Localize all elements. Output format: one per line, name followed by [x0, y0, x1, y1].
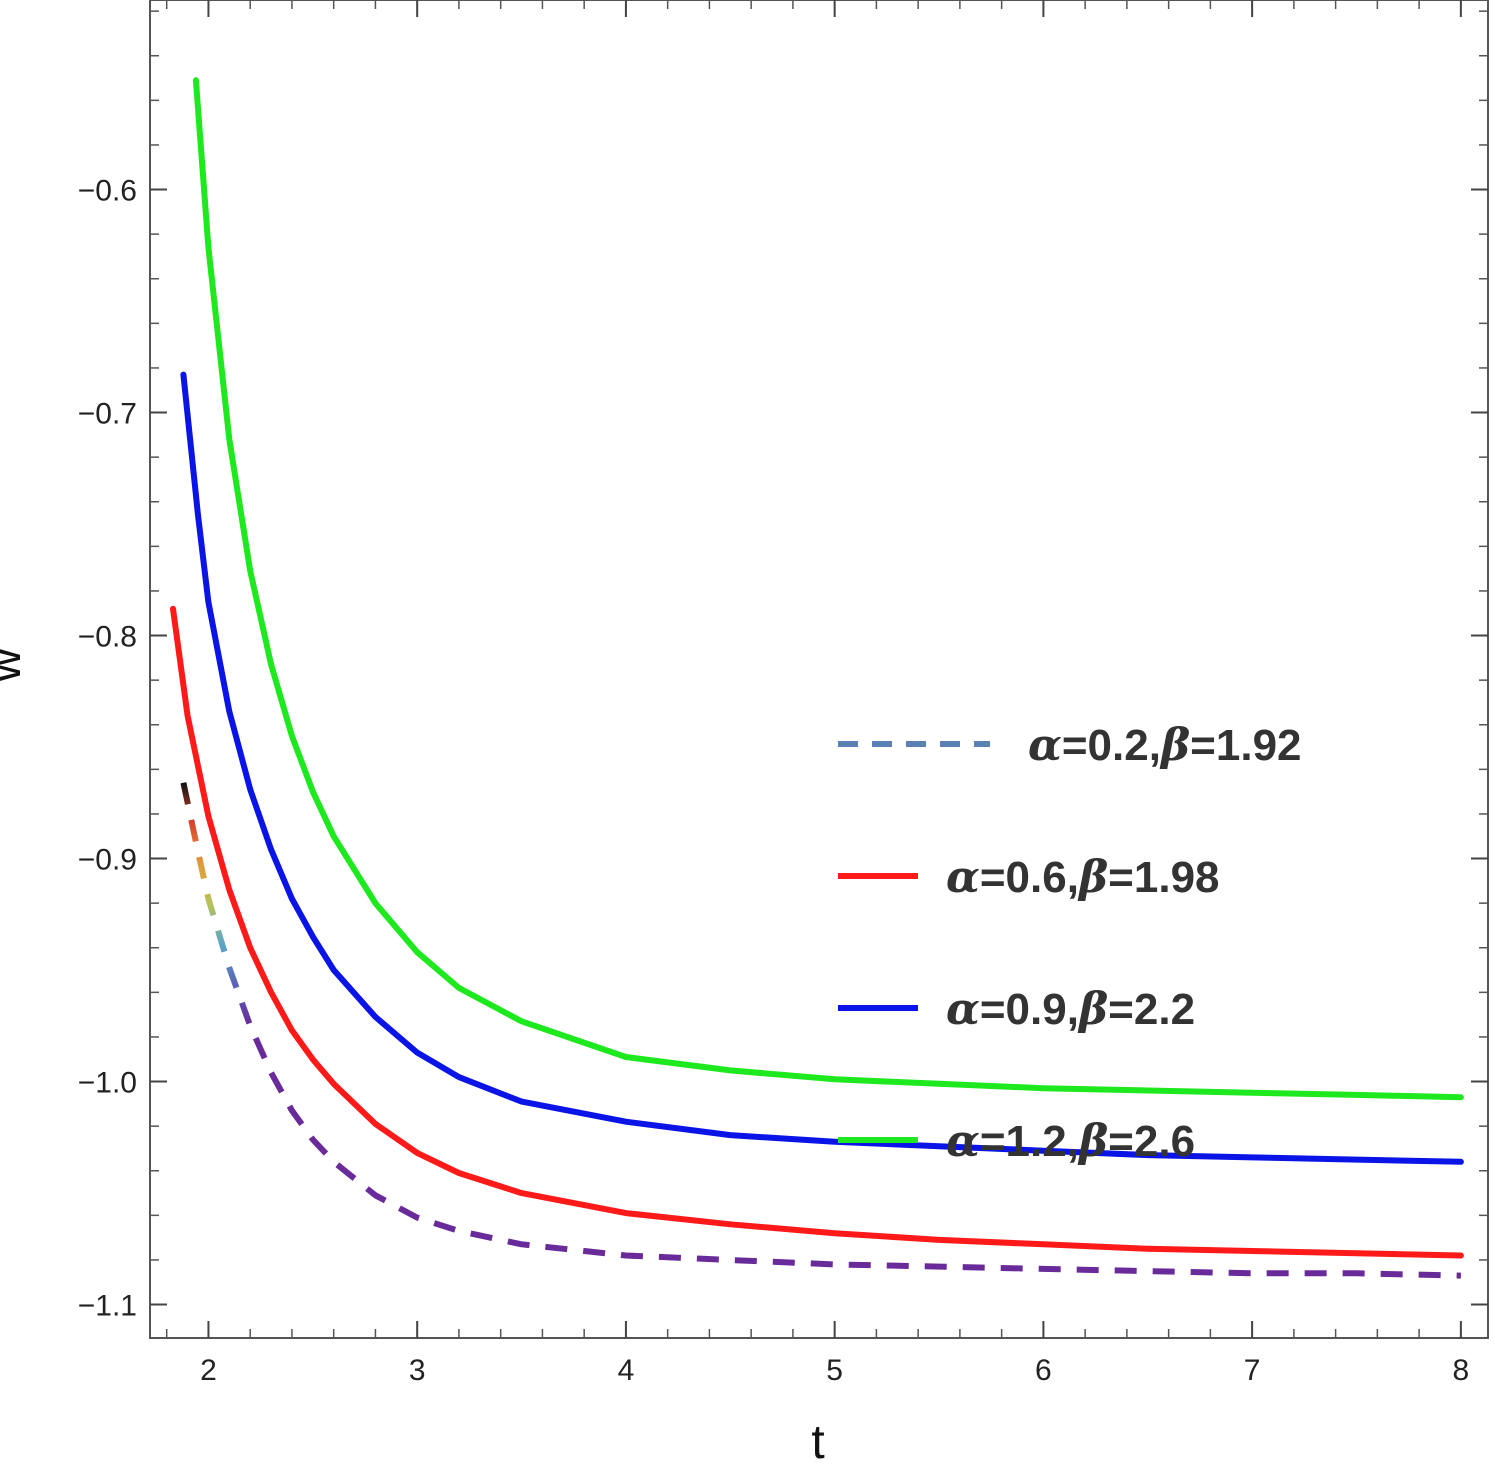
x-tick-labels: 2 3 4 5 6 7 8: [200, 1354, 1469, 1387]
legend-beta-value: =1.98: [1108, 853, 1219, 902]
y-tick-label: −0.6: [78, 175, 137, 208]
legend-beta-value: =2.2: [1108, 985, 1195, 1034]
legend-beta: β: [1077, 852, 1108, 903]
series-group: [170, 77, 1464, 1279]
x-tick-label: 7: [1244, 1354, 1261, 1387]
legend-alpha: α: [946, 1116, 980, 1167]
x-tick-label: 2: [200, 1354, 217, 1387]
x-axis-label: t: [811, 1416, 824, 1469]
legend-alpha-value: =0.6,: [980, 853, 1079, 902]
legend-label-3: α=0.9,β=2.2: [946, 984, 1195, 1035]
series-line-1: [180, 782, 1461, 1279]
major-ticks: [150, 0, 1488, 1338]
y-tick-labels: −0.6 −0.7 −0.8 −0.9 −1.0 −1.1: [78, 175, 137, 1323]
x-tick-label: 8: [1453, 1354, 1470, 1387]
y-tick-label: −0.7: [78, 398, 137, 431]
y-tick-label: −0.9: [78, 844, 137, 877]
y-tick-label: −0.8: [78, 621, 137, 654]
legend-beta: β: [1159, 720, 1190, 771]
legend-alpha-value: =0.2,: [1062, 721, 1161, 770]
x-tick-label: 3: [409, 1354, 426, 1387]
legend-alpha-value: =0.9,: [980, 985, 1079, 1034]
x-tick-label: 4: [618, 1354, 635, 1387]
y-tick-label: −1.1: [78, 1290, 137, 1323]
series-line-4: [192, 77, 1464, 1101]
x-tick-label: 6: [1035, 1354, 1052, 1387]
x-tick-label: 5: [826, 1354, 843, 1387]
plot-frame: [149, 0, 1489, 1339]
legend-label-4: α=1.2,β=2.6: [946, 1116, 1195, 1167]
legend-alpha: α: [946, 852, 980, 903]
legend-alpha-value: =1.2,: [980, 1117, 1079, 1166]
legend-alpha: α: [1028, 720, 1062, 771]
legend-beta: β: [1077, 1116, 1108, 1167]
legend-label-1: α=0.2,β=1.92: [1028, 720, 1302, 771]
legend-beta-value: =1.92: [1190, 721, 1301, 770]
legend-beta: β: [1077, 984, 1108, 1035]
y-axis-label: w: [0, 647, 31, 683]
legend-alpha: α: [946, 984, 980, 1035]
legend-label-2: α=0.6,β=1.98: [946, 852, 1220, 903]
legend-beta-value: =2.6: [1108, 1117, 1195, 1166]
y-tick-label: −1.0: [78, 1067, 137, 1100]
series-line-3: [180, 371, 1464, 1165]
series-line-2: [170, 605, 1464, 1259]
legend: α=0.2,β=1.92α=0.6,β=1.98α=0.9,β=2.2α=1.2…: [838, 720, 1302, 1167]
